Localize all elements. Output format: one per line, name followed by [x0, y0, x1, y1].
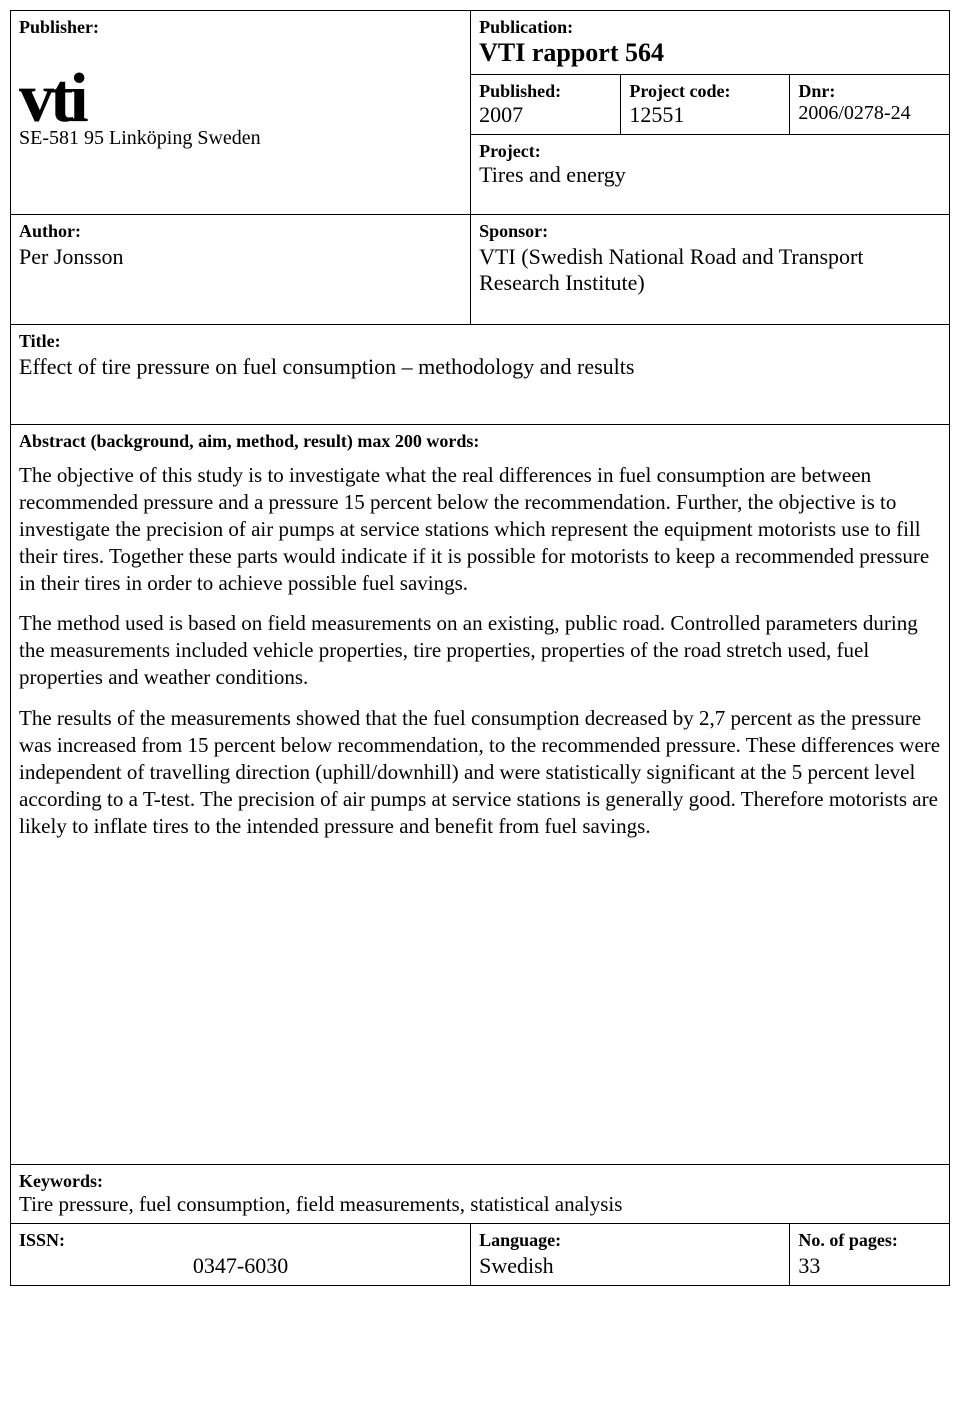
pages-value: 33: [798, 1253, 941, 1279]
title-value: Effect of tire pressure on fuel consumpt…: [19, 354, 941, 380]
dnr-value: 2006/0278-24: [798, 102, 941, 125]
sponsor-label: Sponsor:: [479, 221, 941, 242]
language-label: Language:: [479, 1230, 561, 1250]
logo: vti: [19, 74, 462, 123]
dnr-cell: Dnr: 2006/0278-24: [790, 75, 950, 135]
projectcode-value: 12551: [629, 102, 781, 128]
publisher-location: SE-581 95 Linköping Sweden: [19, 127, 462, 150]
projectcode-label: Project code:: [629, 81, 781, 102]
sponsor-value: VTI (Swedish National Road and Transport…: [479, 244, 941, 296]
issn-value: 0347-6030: [19, 1253, 462, 1279]
publisher-cell: Publisher: vti SE-581 95 Linköping Swede…: [11, 11, 471, 215]
publication-label: Publication:: [479, 17, 941, 38]
issn-label: ISSN:: [19, 1230, 65, 1250]
abstract-p2: The method used is based on field measur…: [19, 610, 941, 691]
issn-cell: ISSN: 0347-6030: [11, 1224, 471, 1286]
abstract-label: Abstract (background, aim, method, resul…: [19, 431, 941, 452]
published-value: 2007: [479, 102, 612, 128]
language-value: Swedish: [479, 1253, 781, 1279]
keywords-value: Tire pressure, fuel consumption, field m…: [19, 1192, 622, 1216]
pages-label: No. of pages:: [798, 1230, 898, 1250]
dnr-label: Dnr:: [798, 81, 941, 102]
language-cell: Language: Swedish: [471, 1224, 790, 1286]
projectcode-cell: Project code: 12551: [621, 75, 790, 135]
abstract-body: The objective of this study is to invest…: [19, 462, 941, 839]
project-value: Tires and energy: [479, 162, 941, 188]
abstract-p1: The objective of this study is to invest…: [19, 462, 941, 596]
keywords-label: Keywords:: [19, 1171, 103, 1191]
publication-value: VTI rapport 564: [479, 38, 941, 68]
author-label: Author:: [19, 221, 462, 242]
abstract-cell: Abstract (background, aim, method, resul…: [11, 425, 950, 1165]
title-cell: Title: Effect of tire pressure on fuel c…: [11, 325, 950, 425]
project-label: Project:: [479, 141, 941, 162]
author-value: Per Jonsson: [19, 244, 462, 270]
sponsor-cell: Sponsor: VTI (Swedish National Road and …: [471, 215, 950, 325]
published-label: Published:: [479, 81, 612, 102]
project-cell: Project: Tires and energy: [471, 135, 950, 215]
author-cell: Author: Per Jonsson: [11, 215, 471, 325]
doc-frame: Publisher: vti SE-581 95 Linköping Swede…: [10, 10, 950, 1286]
publisher-label: Publisher:: [19, 17, 462, 38]
keywords-cell: Keywords: Tire pressure, fuel consumptio…: [11, 1165, 950, 1224]
publication-cell: Publication: VTI rapport 564: [471, 11, 950, 75]
title-label: Title:: [19, 331, 941, 352]
published-cell: Published: 2007: [471, 75, 621, 135]
pages-cell: No. of pages: 33: [790, 1224, 950, 1286]
abstract-p3: The results of the measurements showed t…: [19, 705, 941, 839]
